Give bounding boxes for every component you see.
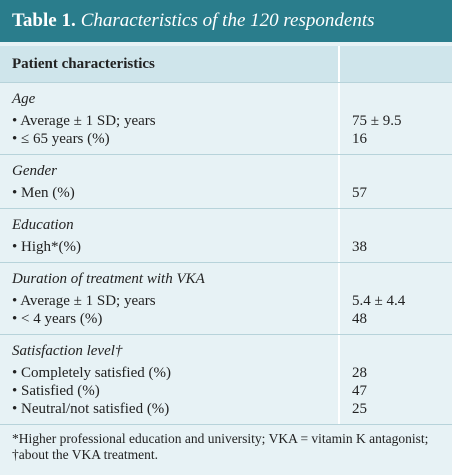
header-row: Patient characteristics [0, 46, 452, 83]
section-row: Age Average ± 1 SD; years≤ 65 years (%) 75… [0, 83, 452, 155]
item-value: 48 [352, 311, 367, 327]
item-label: ≤ 65 years (%) [12, 130, 326, 148]
section-heading: Duration of treatment with VKA [12, 271, 205, 287]
value-cell: 5.4 ± 4.4 48 [340, 263, 452, 334]
item-label: Men (%) [12, 184, 326, 202]
table-title: Characteristics of the 120 respondents [80, 10, 375, 31]
label-cell: Age Average ± 1 SD; years≤ 65 years (%) [0, 83, 340, 154]
section-row: Duration of treatment with VKA Average ± … [0, 263, 452, 335]
item-value: 28 [352, 365, 367, 381]
section-heading: Education [12, 217, 74, 233]
spacer [352, 342, 440, 360]
spacer [352, 216, 440, 234]
item-label: Average ± 1 SD; years [12, 292, 326, 310]
label-cell: Gender Men (%) [0, 155, 340, 208]
section-heading: Satisfaction level† [12, 343, 123, 359]
value-cell: 57 [340, 155, 452, 208]
label-cell: Duration of treatment with VKA Average ± … [0, 263, 340, 334]
item-value: 5.4 ± 4.4 [352, 293, 406, 309]
item-label: Completely satisfied (%) [12, 364, 326, 382]
label-cell: Satisfaction level† Completely satisfied … [0, 335, 340, 424]
item-value: 47 [352, 383, 367, 399]
header-cell-empty [340, 46, 452, 82]
spacer [352, 90, 440, 108]
title-bar: Table 1. Characteristics of the 120 respo… [0, 0, 452, 42]
item-label: High*(%) [12, 238, 326, 256]
section-row: Gender Men (%) 57 [0, 155, 452, 209]
footnote: *Higher professional education and unive… [12, 431, 429, 462]
value-cell: 28 47 25 [340, 335, 452, 424]
label-cell: Education High*(%) [0, 209, 340, 262]
item-label: Satisfied (%) [12, 382, 326, 400]
item-value: 25 [352, 401, 367, 417]
value-cell: 75 ± 9.5 16 [340, 83, 452, 154]
spacer [352, 162, 440, 180]
section-row: Satisfaction level† Completely satisfied … [0, 335, 452, 425]
item-value: 57 [352, 185, 367, 201]
value-cell: 38 [340, 209, 452, 262]
item-label: Neutral/not satisfied (%) [12, 400, 326, 418]
item-label: < 4 years (%) [12, 310, 326, 328]
section-heading: Age [12, 91, 36, 107]
item-value: 38 [352, 239, 367, 255]
table-label: Table 1. [12, 10, 76, 31]
header-cell: Patient characteristics [0, 46, 340, 82]
item-label: Average ± 1 SD; years [12, 112, 326, 130]
section-heading: Gender [12, 163, 57, 179]
table-body: AgeAverage ± 1 SD; years≤ 65 years (%)75… [0, 83, 452, 425]
section-row: Education High*(%) 38 [0, 209, 452, 263]
item-value: 75 ± 9.5 [352, 113, 402, 129]
item-value: 16 [352, 131, 367, 147]
spacer [352, 270, 440, 288]
